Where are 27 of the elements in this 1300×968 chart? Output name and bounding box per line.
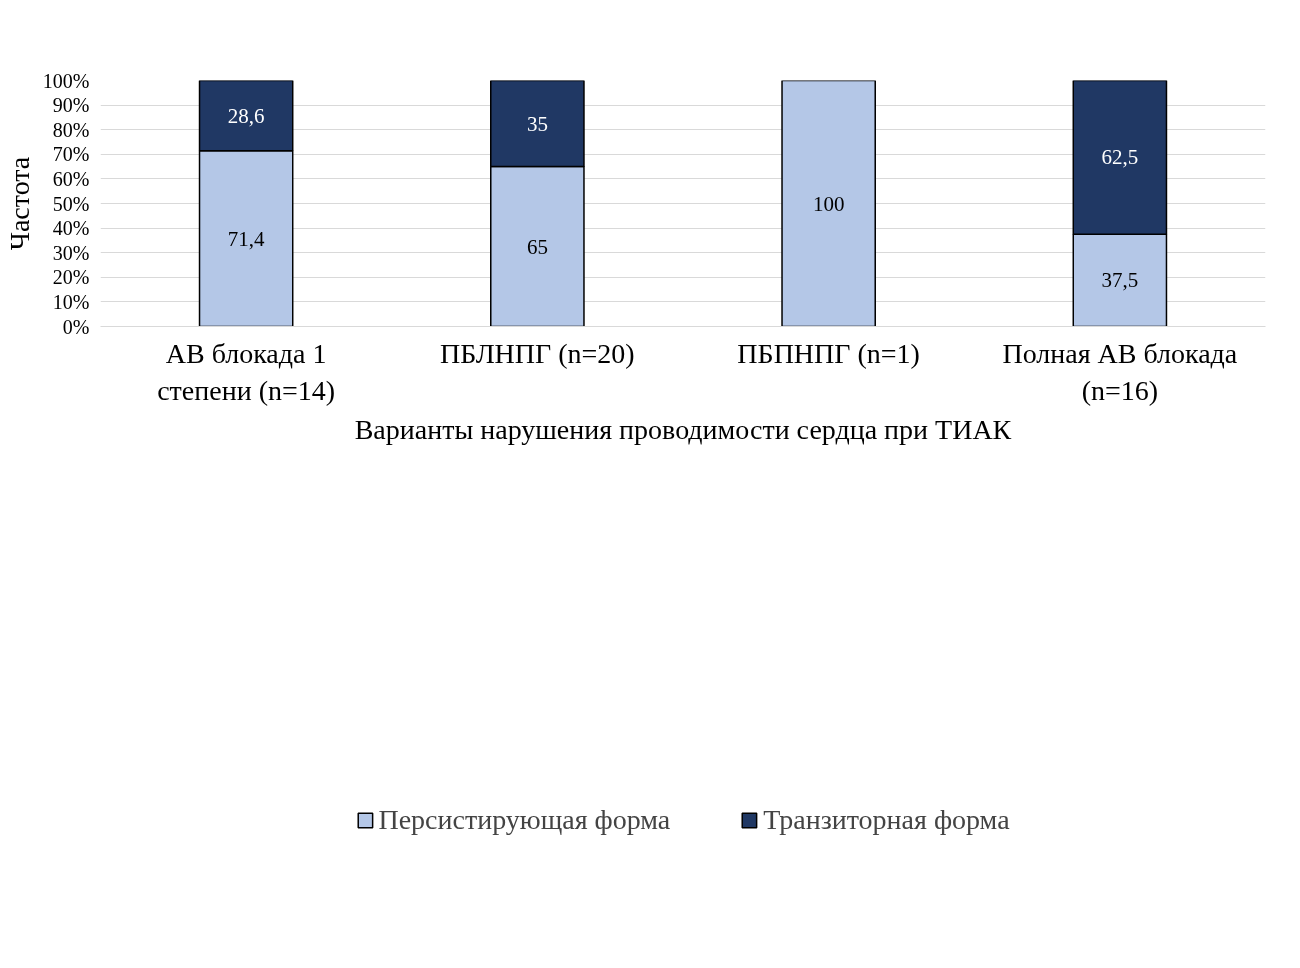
bar <box>781 80 876 327</box>
x-tick-label: ПБЛНПГ (n=20) <box>440 337 635 369</box>
y-tick-label: 20% <box>52 266 90 289</box>
y-tick-label: 40% <box>52 217 90 240</box>
data-label: 100 <box>812 191 845 216</box>
y-tick-label: 10% <box>52 290 90 313</box>
y-tick-label: 70% <box>52 143 90 166</box>
x-tick-label: АВ блокада 1 степени (n=14) <box>157 337 336 406</box>
y-tick-label: 100% <box>42 69 90 92</box>
legend-label: Транзиторная форма <box>763 804 1010 836</box>
x-tick-label: Полная АВ блокада (n=16) <box>1002 337 1238 406</box>
y-axis-title: Частота <box>3 156 35 251</box>
data-label: 28,6 <box>227 103 265 128</box>
data-label: 65 <box>526 234 548 259</box>
legend-label: Персистирующая форма <box>378 804 671 836</box>
x-tick-label: ПБПНПГ (n=1) <box>737 337 920 369</box>
y-tick-label: 0% <box>62 315 90 338</box>
data-label: 62,5 <box>1101 145 1139 170</box>
y-tick-label: 80% <box>52 118 90 141</box>
y-tick-label: 60% <box>52 167 90 190</box>
y-tick-label: 30% <box>52 241 90 264</box>
x-axis-title: Варианты нарушения проводимости сердца при ТИАК <box>354 413 1012 445</box>
data-label: 35 <box>526 111 548 136</box>
data-label: 37,5 <box>1101 268 1139 293</box>
y-tick-label: 50% <box>52 192 90 215</box>
y-tick-label: 90% <box>52 94 90 117</box>
data-label: 71,4 <box>227 226 265 251</box>
